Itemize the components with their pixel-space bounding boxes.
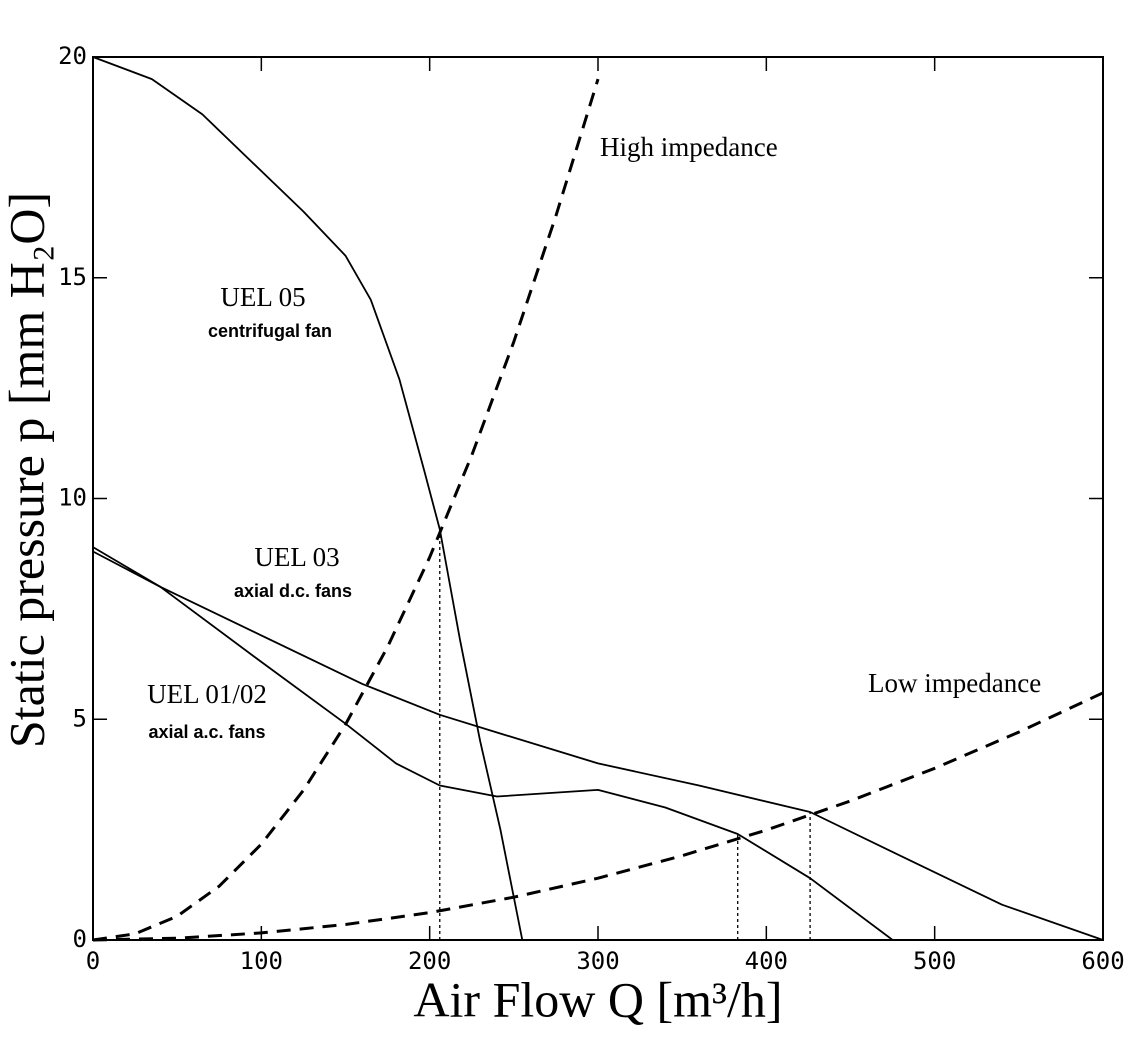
series-line [92,56,524,941]
y-axis-title: Static pressure p [mm H₂O] [0,192,54,748]
y-tick-label: 10 [58,484,87,512]
annotation: UEL 01/02 [147,679,267,709]
annotation: High impedance [600,132,778,162]
x-tick-label: 0 [86,947,100,975]
annotation: UEL 05 [220,282,305,312]
x-tick-label: 300 [576,947,619,975]
annotation: centrifugal fan [208,321,332,341]
y-tick-label: 15 [58,263,87,291]
annotation: Low impedance [868,668,1041,698]
plot-frame [92,56,1104,941]
x-tick-label: 100 [240,947,283,975]
series-line [92,546,1104,941]
y-tick-label: 0 [73,925,87,953]
x-tick-label: 500 [913,947,956,975]
y-tick-label: 20 [58,42,87,70]
y-tick-label: 5 [73,704,87,732]
series-line [92,691,1104,942]
series-line [92,550,894,941]
x-tick-label: 400 [745,947,788,975]
x-tick-label: 600 [1081,947,1124,975]
x-tick-label: 200 [408,947,451,975]
x-axis-title: Air Flow Q [m³/h] [413,971,782,1027]
series-line [92,78,600,942]
annotation: axial a.c. fans [148,722,265,742]
annotation: UEL 03 [254,542,339,572]
annotation: axial d.c. fans [234,581,352,601]
